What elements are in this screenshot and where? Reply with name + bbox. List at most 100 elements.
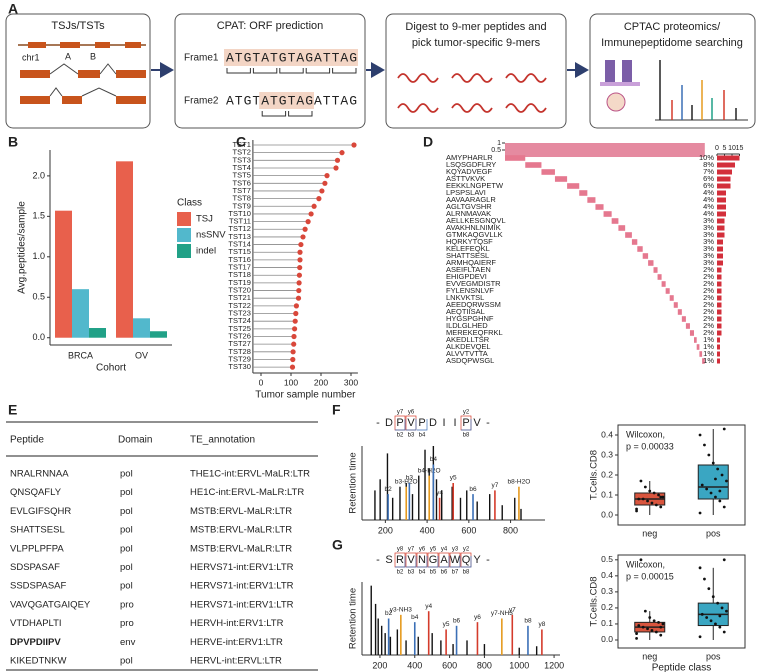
y-tick-label: 0.4 [601,429,613,439]
box [697,464,729,500]
percent-label: 2% [703,300,714,309]
data-point [718,625,722,629]
ion-label: y4 [436,490,443,497]
dot [324,173,330,179]
dot [295,295,302,301]
row-label: ALRNMAVAK [446,209,491,218]
count-bar [717,330,722,336]
residue: - [486,554,490,566]
table-cell: SHATTSESL [10,525,65,536]
table-cell: DPVPDIIPV [10,637,61,648]
row-label: AEQTIISAL [446,307,485,316]
x-tick-label: 800 [503,525,518,535]
data-point [643,609,647,613]
step-title: Digest to 9-mer peptides and [405,21,546,33]
dot [311,203,317,209]
percent-label: 2% [703,293,714,302]
dot [296,272,302,278]
table-cell: KIKEDTNKW [10,656,67,667]
x-tick-label: 600 [461,525,476,535]
percent-label: 7% [703,167,714,176]
dot [316,196,322,202]
table-cell: THE1C-int:ERVL-MaLR:LTR [190,469,310,480]
frequency-strip [505,143,705,157]
y-tick-label: 0.3 [601,449,613,459]
data-point [714,622,717,626]
y-tick-label: TST27 [228,339,251,348]
codon-bracket [226,68,251,74]
data-point [652,619,656,623]
y-tick-label: TST22 [228,301,251,310]
dot [300,234,306,240]
chr-label: chr1 [22,52,40,62]
step-title: CPTAC proteomics/ [624,21,721,33]
panel-label: F [332,402,341,418]
codon-bracket [332,68,357,74]
y-tick-label: TST17 [228,263,251,272]
bar [89,328,106,338]
sequence: ATGT [226,93,261,108]
x-tick-label: pos [706,651,721,661]
bar [116,161,133,338]
data-point [716,601,720,605]
table-cell: VAVQGATGAIQEY [10,599,91,610]
panel-label: E [8,402,17,418]
sample-tile [631,239,638,245]
data-point [635,632,638,635]
data-point [648,489,652,493]
percent-label: 1% [703,356,714,365]
dot [297,257,303,263]
sample-tile [673,302,678,308]
percent-label: 3% [703,258,714,267]
count-bar [717,288,722,294]
ion-label: y5 [430,547,437,553]
ion-bracket [395,419,406,431]
data-point [698,433,702,437]
residue: A [440,554,448,566]
percent-label: 4% [703,195,714,204]
sample-tile [505,155,526,161]
residue: - [376,417,380,429]
table-cell: NRALRNNAA [10,469,69,480]
ion-label: y7 [491,482,498,489]
data-point [707,587,711,591]
stat-annotation: Wilcoxon, [626,559,665,569]
x-axis-label: Peptide class [652,663,711,672]
sample-tile [685,323,690,329]
ion-label: y7-NH3 [491,610,513,617]
x-tick-label: 1200 [544,660,564,670]
row-label: EVVEGMDISTR [446,279,501,288]
bar [55,210,72,338]
data-point [659,633,663,637]
y-tick-label: TST23 [228,309,251,318]
sample-tile [653,267,658,273]
row-label: AKEDLLTSR [446,335,490,344]
residue: I [453,417,456,429]
row-label: KQYADVEGF [446,167,493,176]
residue: - [486,417,490,429]
count-bar [717,190,726,196]
table-cell: pol [120,581,133,592]
data-point [639,479,643,483]
ion-label: y8 [397,547,404,553]
stat-annotation: p = 0.00015 [626,571,674,581]
count-bar [717,323,722,329]
y-tick-label: TST1 [233,140,251,149]
percent-label: 6% [703,181,714,190]
ion-label: b2 [384,486,392,493]
ion-label: b6 [441,570,448,576]
row-label: HYGSPGHNF [446,314,494,323]
row-label: LNKVKTSL [446,293,484,302]
row-label: MEREKEQFRKL [446,328,503,337]
table-cell: HERVL-int:ERVL:LTR [190,656,282,667]
row-label: ILDLGLHED [446,321,488,330]
count-bar [717,162,735,168]
y-tick-label: 0.0 [601,509,613,519]
x-tick-label: 400 [407,660,422,670]
x-axis-label: Tumor sample number [255,390,356,401]
y-tick-label: TST12 [228,224,251,233]
data-point [654,503,658,507]
bar [72,289,89,338]
y-tick-label: TST6 [233,178,251,187]
codon-bracket [288,111,313,117]
